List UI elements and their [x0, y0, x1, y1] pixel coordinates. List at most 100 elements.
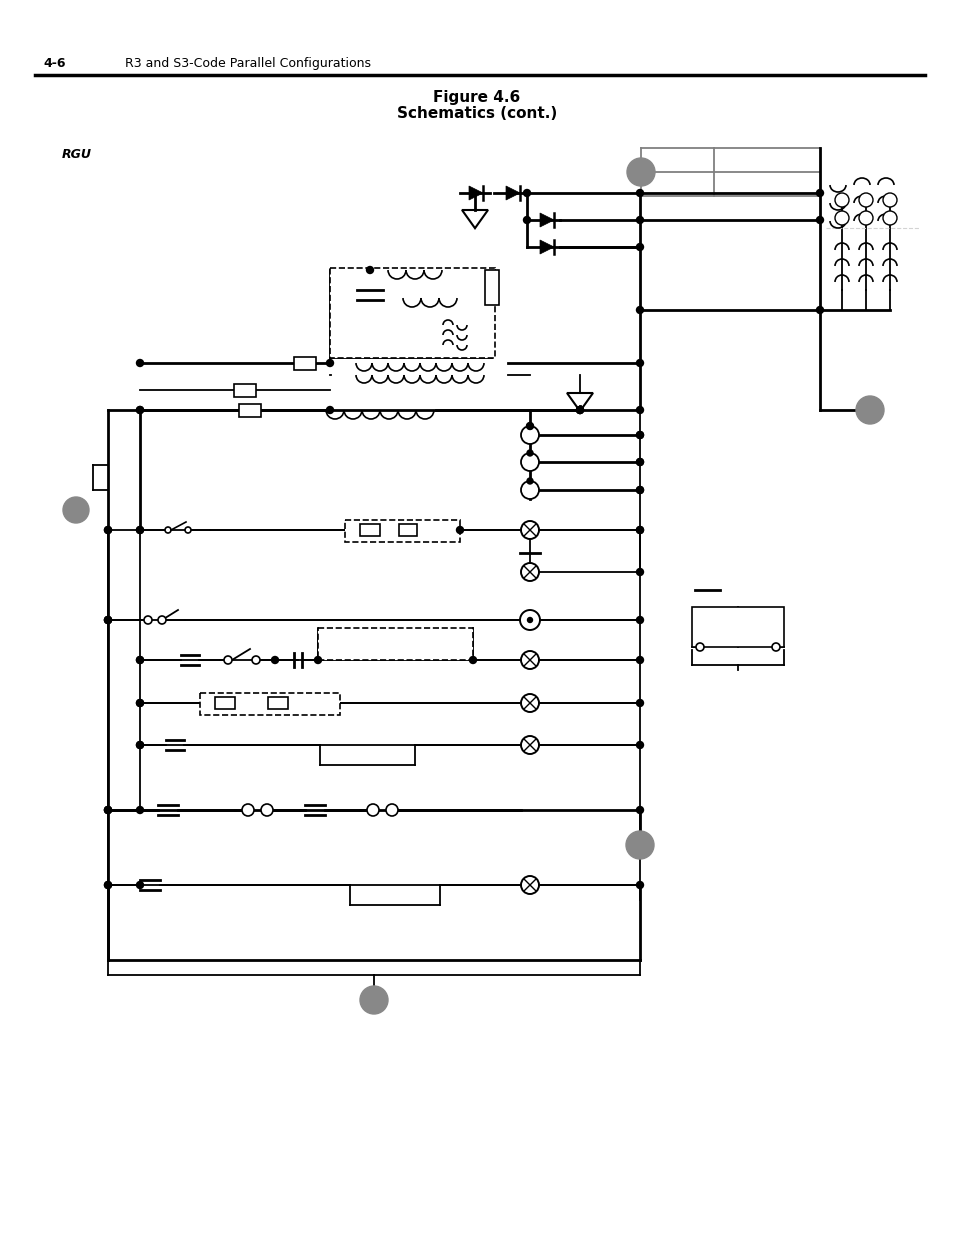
Circle shape: [636, 406, 643, 414]
Bar: [691, 606, 783, 647]
Polygon shape: [469, 186, 482, 200]
Circle shape: [165, 527, 171, 534]
Circle shape: [136, 699, 143, 706]
Circle shape: [526, 422, 533, 430]
Text: R3 and S3-Code Parallel Configurations: R3 and S3-Code Parallel Configurations: [125, 57, 371, 70]
Circle shape: [816, 216, 822, 224]
Circle shape: [636, 657, 643, 663]
Circle shape: [636, 216, 643, 224]
Circle shape: [625, 831, 654, 860]
Bar: [345, 520, 459, 542]
Circle shape: [696, 643, 703, 651]
Circle shape: [252, 656, 260, 664]
Circle shape: [636, 806, 643, 814]
Circle shape: [636, 741, 643, 748]
Circle shape: [136, 657, 143, 663]
Circle shape: [771, 643, 780, 651]
Circle shape: [636, 306, 643, 314]
Circle shape: [63, 496, 89, 522]
Circle shape: [520, 521, 538, 538]
Circle shape: [261, 804, 273, 816]
Bar: [359, 524, 379, 536]
Circle shape: [526, 450, 533, 456]
Circle shape: [105, 616, 112, 624]
Circle shape: [636, 699, 643, 706]
Circle shape: [576, 406, 583, 414]
Circle shape: [636, 431, 643, 438]
Circle shape: [520, 453, 538, 471]
Circle shape: [272, 657, 278, 663]
Circle shape: [314, 657, 321, 663]
Bar: [233, 384, 255, 396]
Circle shape: [136, 699, 143, 706]
Circle shape: [882, 211, 896, 225]
Circle shape: [185, 527, 191, 534]
Circle shape: [855, 396, 883, 424]
Text: Schematics (cont.): Schematics (cont.): [396, 106, 557, 121]
Circle shape: [882, 193, 896, 207]
Circle shape: [224, 656, 232, 664]
Circle shape: [105, 882, 112, 888]
Bar: [484, 270, 498, 305]
Circle shape: [636, 243, 643, 251]
Circle shape: [456, 526, 463, 534]
Bar: [330, 268, 495, 358]
Circle shape: [636, 526, 643, 534]
Circle shape: [144, 616, 152, 624]
Circle shape: [105, 616, 112, 624]
Circle shape: [858, 211, 872, 225]
Circle shape: [242, 804, 253, 816]
Circle shape: [636, 458, 643, 466]
Circle shape: [520, 651, 538, 669]
Circle shape: [386, 804, 397, 816]
Bar: [239, 404, 261, 417]
Bar: [268, 697, 288, 709]
Circle shape: [105, 806, 112, 814]
Polygon shape: [505, 186, 519, 200]
Circle shape: [136, 657, 143, 663]
Bar: [214, 697, 234, 709]
Bar: [294, 357, 315, 370]
Circle shape: [105, 806, 112, 814]
Circle shape: [469, 657, 476, 663]
Circle shape: [636, 458, 643, 466]
Circle shape: [636, 189, 643, 196]
Circle shape: [576, 406, 583, 414]
Circle shape: [136, 526, 143, 534]
Circle shape: [136, 882, 143, 888]
Circle shape: [834, 211, 848, 225]
Circle shape: [527, 618, 532, 622]
Circle shape: [816, 189, 822, 196]
Circle shape: [105, 616, 112, 624]
Circle shape: [519, 610, 539, 630]
Circle shape: [636, 431, 643, 438]
Circle shape: [520, 736, 538, 755]
Circle shape: [136, 526, 143, 534]
Circle shape: [520, 563, 538, 580]
Text: 4-6: 4-6: [43, 57, 66, 70]
Circle shape: [326, 359, 334, 367]
Circle shape: [520, 876, 538, 894]
Circle shape: [367, 804, 378, 816]
Circle shape: [526, 478, 533, 484]
Circle shape: [636, 526, 643, 534]
Circle shape: [526, 424, 533, 429]
Circle shape: [816, 306, 822, 314]
Circle shape: [636, 487, 643, 494]
Circle shape: [626, 158, 655, 186]
Circle shape: [523, 189, 530, 196]
Circle shape: [136, 741, 143, 748]
Circle shape: [520, 426, 538, 445]
Circle shape: [136, 741, 143, 748]
Circle shape: [636, 882, 643, 888]
Circle shape: [636, 359, 643, 367]
Circle shape: [326, 406, 334, 414]
Circle shape: [636, 487, 643, 494]
Circle shape: [158, 616, 166, 624]
Circle shape: [834, 193, 848, 207]
Circle shape: [520, 480, 538, 499]
Circle shape: [105, 806, 112, 814]
Circle shape: [359, 986, 388, 1014]
Circle shape: [858, 193, 872, 207]
Circle shape: [105, 526, 112, 534]
